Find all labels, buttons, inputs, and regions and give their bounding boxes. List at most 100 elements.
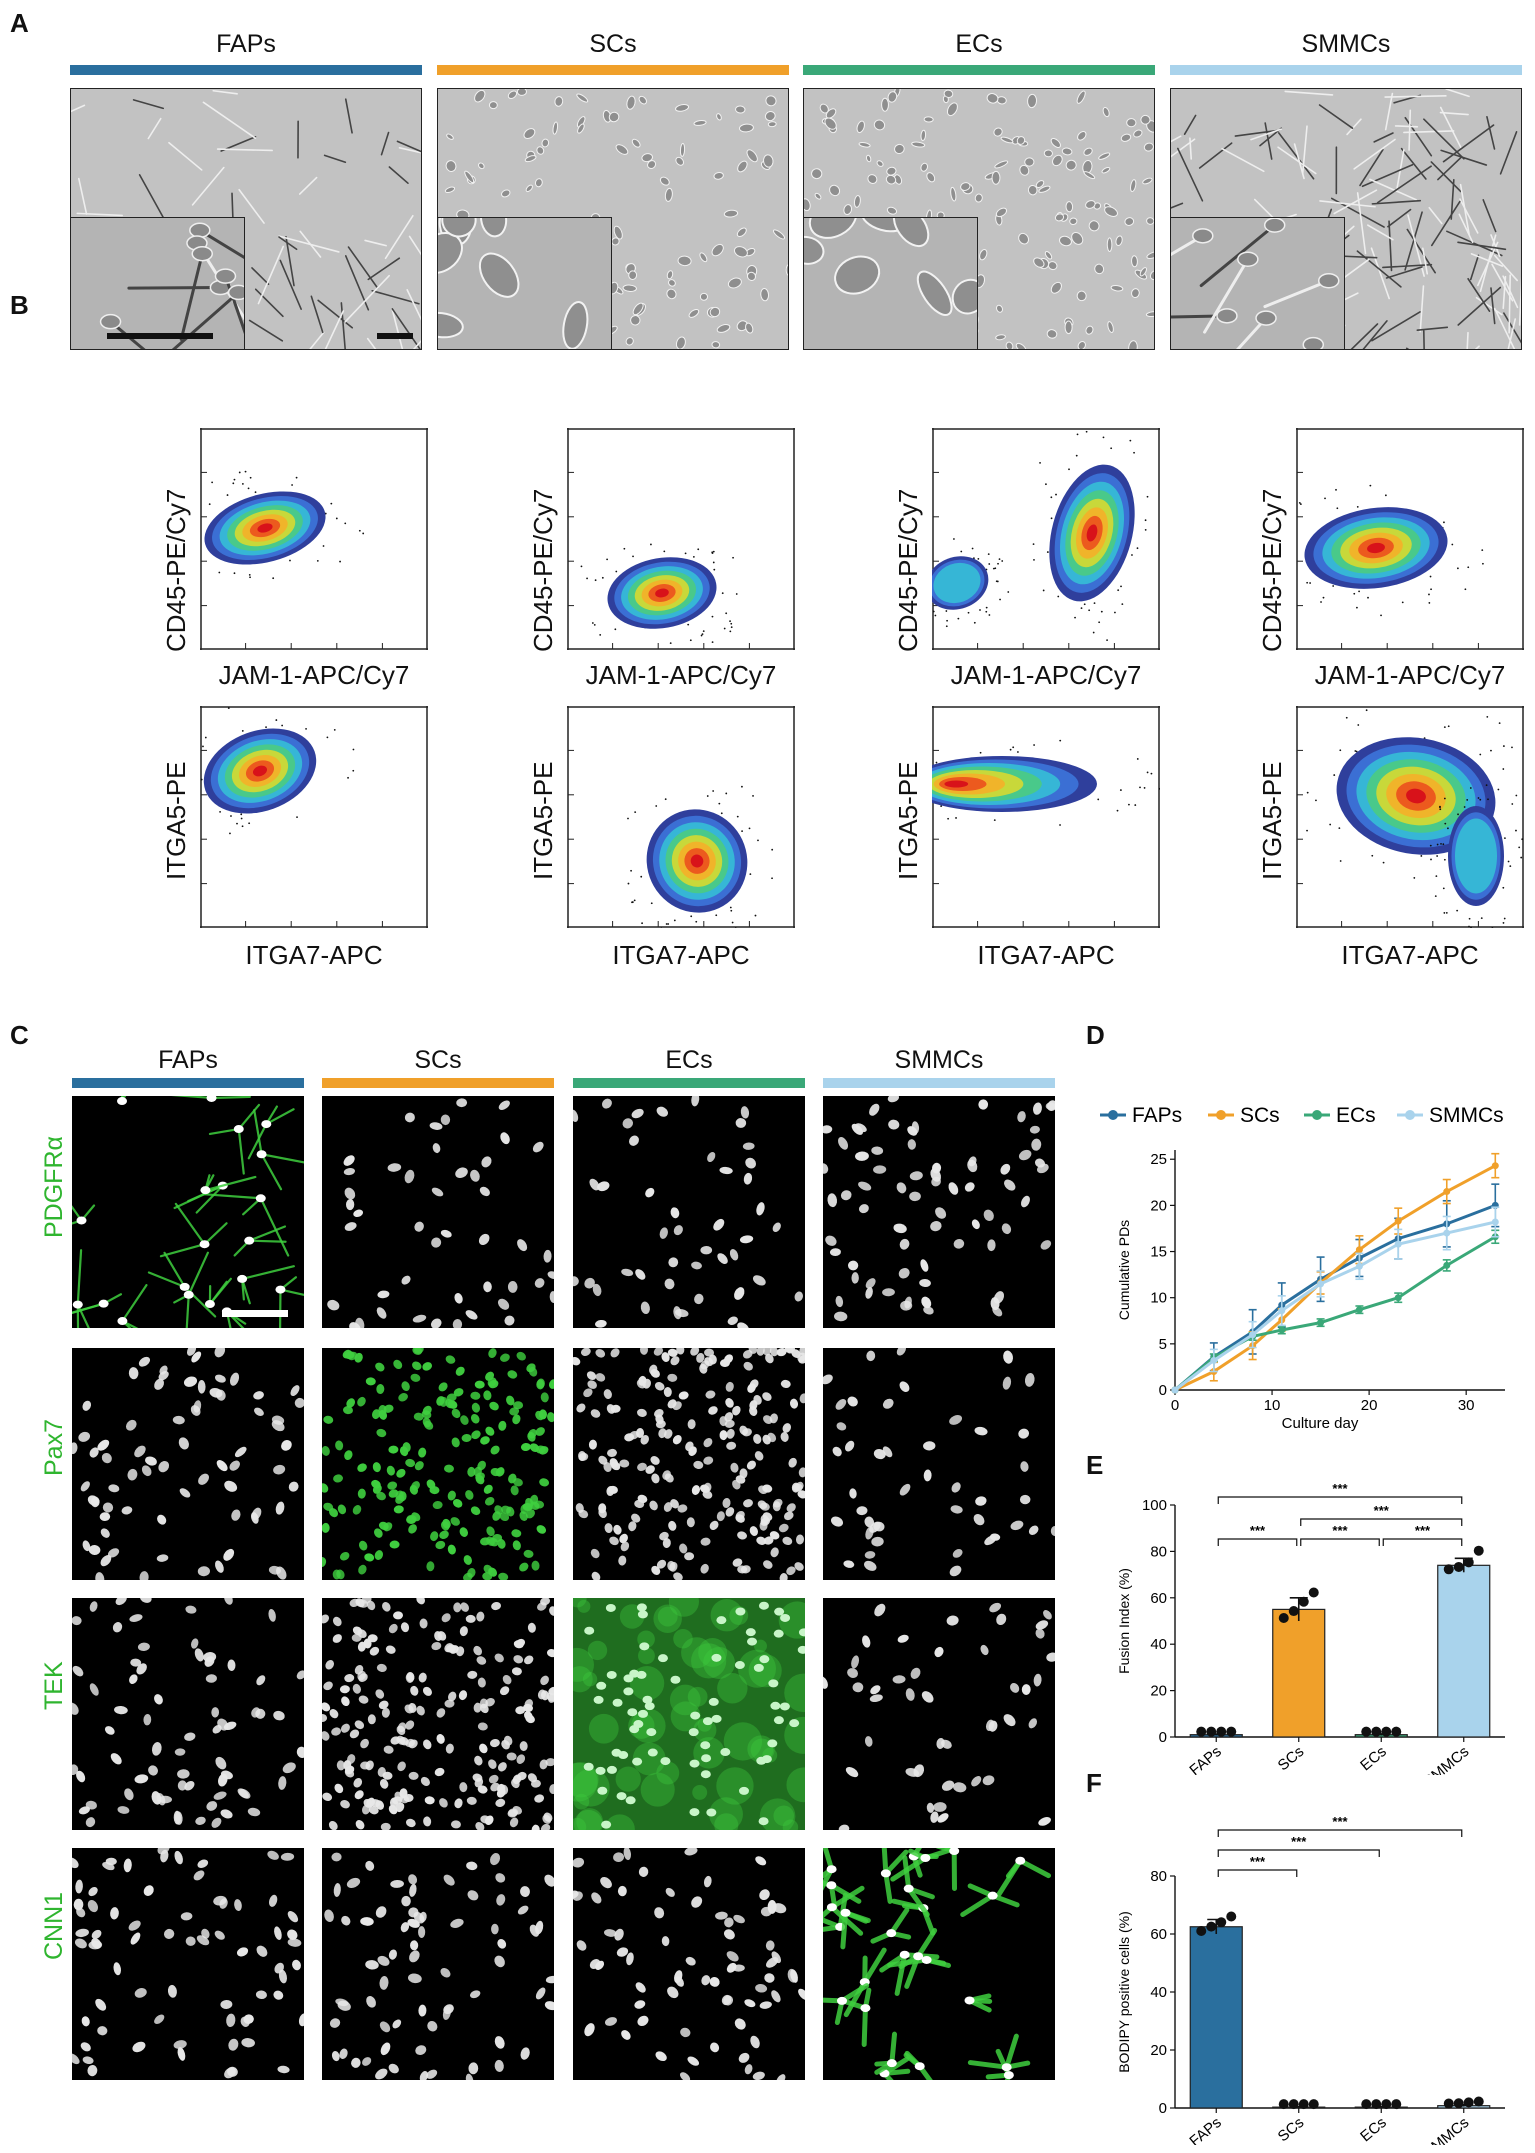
y-axis-label: BODIPY positive cells (%) [1116,1911,1132,2073]
svg-text:***: *** [1250,1854,1266,1869]
bar-smmcs [1437,1564,1491,1738]
data-point [1394,1217,1402,1225]
if-image-pax7-scs [322,1348,554,1580]
significance-bracket: *** [1217,1481,1463,1504]
data-point [1278,1613,1289,1623]
panel-letter-f: F [1086,1768,1102,1798]
svg-text:SMMCs: SMMCs [1429,1104,1504,1127]
if-image-pax7-faps [72,1348,304,1580]
data-point [1453,2098,1464,2109]
if-group-label-scs: SCs [414,1046,462,1074]
chart-d-cumulative-pds: FAPs SCs ECs SMMCs 0 5 10 15 20 25 Cumulative PDs 0… [1100,1104,1505,1432]
flow-ylabel-ecs-cd45: CD45-PE/Cy7 [893,488,923,652]
data-point [1394,1294,1402,1302]
brightfield-inset-smmcs [1171,217,1345,349]
data-point [1463,1557,1474,1568]
series-faps [1171,1183,1500,1394]
legend-item: FAPs [1100,1104,1182,1127]
data-point [1317,1280,1325,1288]
if-row-label-tek: TEK [40,1661,68,1710]
significance-bracket: *** [1217,1814,1463,1837]
if-image-cnn1-scs [322,1848,554,2080]
flow-ylabel-smmcs-cd45: CD45-PE/Cy7 [1257,488,1287,652]
x-tick-label: ECs [1357,2114,1390,2145]
data-point [1443,1564,1454,1575]
data-point [1196,1926,1207,1936]
data-point [1355,1246,1363,1254]
svg-text:***: *** [1415,1523,1431,1538]
data-point [1443,1261,1451,1269]
svg-text:ECs: ECs [1336,1104,1376,1127]
flow-xlabel-scs-jam1: JAM-1-APC/Cy7 [585,660,777,690]
y-tick-label: 0 [1159,1382,1167,1399]
if-image-cnn1-smmcs [823,1848,1055,2080]
data-point [1491,1218,1499,1226]
flow-ylabel-ecs-itga5: ITGA5-PE [893,761,923,880]
flow-plot-ecs-itga [932,706,1160,928]
brightfield-image-scs [437,88,789,350]
y-tick-label: 100 [1142,1497,1167,1514]
data-point [1473,1545,1484,1556]
data-point [1308,1587,1319,1598]
flow-xlabel-ecs-jam1: JAM-1-APC/Cy7 [950,660,1142,690]
y-tick-label: 5 [1159,1336,1167,1353]
data-point [1371,1726,1382,1737]
panel-letter-e: E [1086,1450,1104,1480]
x-tick-label: SCs [1275,2114,1308,2145]
if-image-tek-faps [72,1598,304,1830]
brightfield-image-ecs [803,88,1155,350]
chart-e-fusion-index: 0 20 40 60 80 100 Fusion Index (%) FAPs SCs ECs SM… [1116,1481,1505,1775]
flow-ylabel-faps-cd45: CD45-PE/Cy7 [161,488,191,652]
data-point [1463,2097,1474,2108]
flow-xlabel-scs-itga7: ITGA7-APC [612,940,750,970]
data-point [1288,1606,1299,1617]
if-row-label-cnn1: CNN1 [40,1891,68,1960]
x-tick-label: FAPs [1186,1743,1224,1775]
chart-f-bodipy: 0 20 40 60 80 BODIPY positive cells (%) FAPs SC… [1116,1814,1505,2145]
legend-item: SCs [1208,1104,1280,1127]
svg-text:***: *** [1291,1834,1307,1849]
data-point [1249,1331,1257,1339]
data-point [1443,2098,1454,2109]
x-tick-label: 20 [1361,1397,1378,1414]
group-bar-smmcs [1170,65,1522,75]
data-point [1288,2099,1299,2110]
flow-xlabel-smmcs-jam1: JAM-1-APC/Cy7 [1314,660,1506,690]
y-tick-label: 20 [1150,1197,1167,1214]
data-point [1308,2099,1319,2110]
data-point [1443,1188,1451,1196]
if-group-bar-scs [322,1078,554,1088]
data-point [1196,1726,1207,1737]
group-label-ecs: ECs [955,30,1003,58]
significance-bracket: *** [1382,1523,1463,1546]
significance-bracket: *** [1300,1523,1380,1546]
legend-item: SMMCs [1397,1104,1504,1127]
x-axis-label: Culture day [1282,1415,1359,1432]
flow-ylabel-faps-itga5: ITGA5-PE [161,761,191,880]
flow-plot-smmcs-cd45 [1296,428,1524,650]
data-point [1216,1726,1227,1737]
if-image-tek-smmcs [823,1598,1055,1830]
if-image-pdgfra-scs [322,1096,554,1328]
x-tick-label: 0 [1171,1397,1179,1414]
if-image-cnn1-faps [72,1848,304,2080]
brightfield-inset-faps [71,217,245,349]
if-image-tek-ecs [573,1598,805,1830]
data-point [1278,1307,1286,1315]
group-label-smmcs: SMMCs [1301,30,1391,58]
svg-text:***: *** [1332,1481,1348,1496]
y-tick-label: 80 [1150,1868,1167,1885]
flow-plot-faps-cd45 [200,428,428,650]
data-point [1453,1561,1464,1572]
data-point [1443,1229,1451,1237]
flow-ylabel-scs-cd45: CD45-PE/Cy7 [528,488,558,652]
group-label-faps: FAPs [216,30,276,58]
if-group-bar-smmcs [823,1078,1055,1088]
y-axis-label: Cumulative PDs [1116,1220,1132,1320]
series-ecs [1171,1229,1500,1394]
y-axis-label: Fusion Index (%) [1116,1568,1132,1674]
y-tick-label: 20 [1150,2042,1167,2059]
data-point [1206,1726,1217,1737]
x-tick-label: SCs [1275,1743,1308,1774]
flow-xlabel-faps-itga7: ITGA7-APC [245,940,383,970]
